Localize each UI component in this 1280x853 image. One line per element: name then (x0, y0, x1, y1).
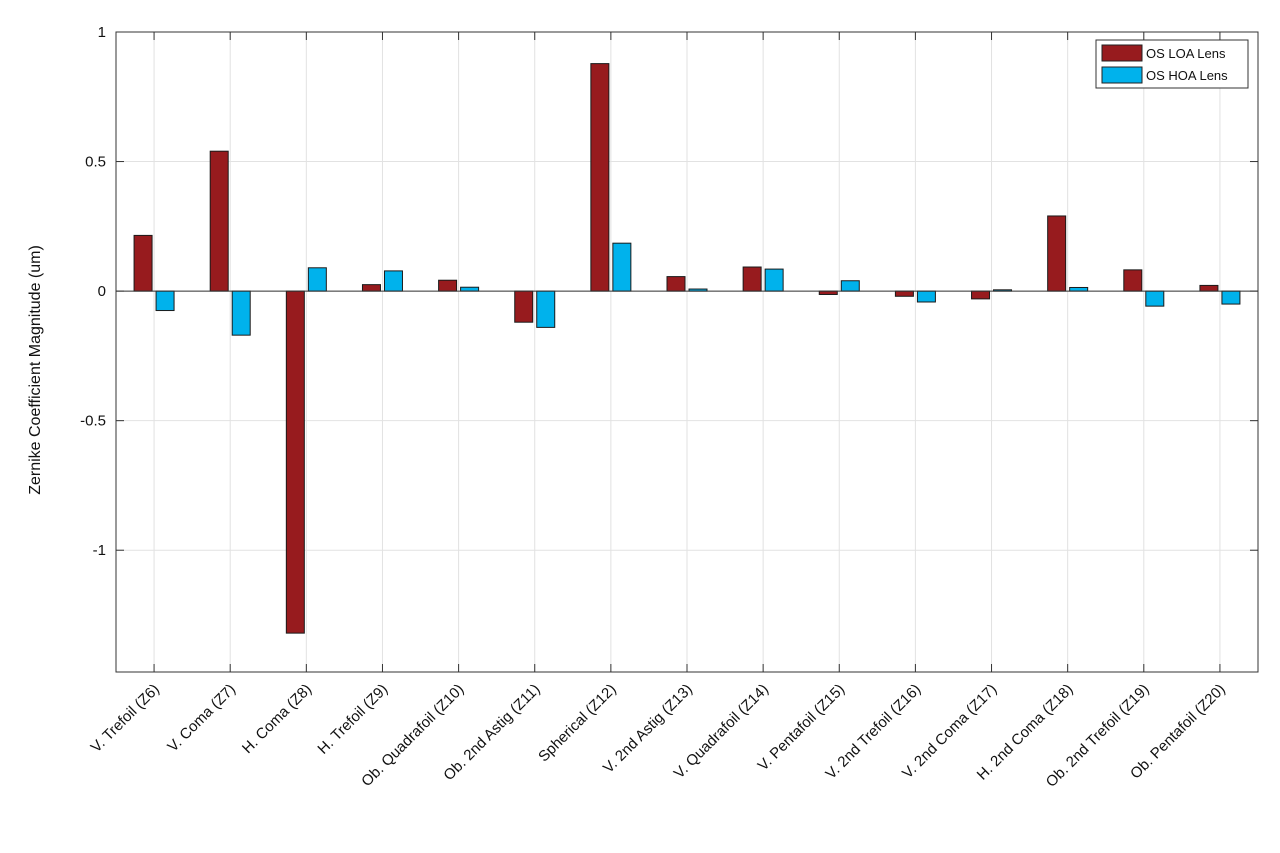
y-tick-label: -0.5 (80, 413, 106, 430)
bar-os-loa-lens (514, 290, 534, 323)
y-tick-label: -1 (93, 542, 106, 559)
bar-os-loa-lens (894, 290, 914, 297)
bar-os-loa-lens (285, 290, 305, 634)
bar-os-hoa-lens (764, 268, 784, 292)
bar-os-loa-lens (590, 63, 610, 292)
bar-os-loa-lens (361, 284, 381, 292)
y-tick-label: 1 (98, 24, 106, 41)
x-tick-label: Spherical (Z12) (535, 681, 620, 766)
bar-os-loa-lens (742, 266, 762, 292)
y-tick-label: 0 (98, 283, 106, 300)
bar-os-hoa-lens (612, 242, 632, 292)
bar-os-loa-lens (818, 290, 838, 295)
bar-os-hoa-lens (1221, 290, 1241, 305)
bar-os-hoa-lens (916, 290, 936, 303)
bar-os-loa-lens (666, 276, 686, 292)
y-axis-ticks: 1 0.5 0 -0.5 -1 (80, 24, 1258, 559)
legend-label-os-hoa-lens: OS HOA Lens (1146, 68, 1228, 83)
bar-os-hoa-lens (1145, 290, 1165, 307)
grid-lines (116, 31, 1258, 672)
bar-os-loa-lens (133, 234, 153, 292)
bar-os-loa-lens (438, 279, 458, 292)
legend-swatch-os-hoa-lens (1101, 66, 1143, 84)
bar-os-loa-lens (209, 150, 229, 292)
bar-os-hoa-lens (840, 280, 860, 292)
x-axis-ticks: V. Trefoil (Z6) V. Coma (Z7) H. Coma (Z8) H… (88, 32, 1229, 791)
bar-os-hoa-lens (383, 270, 403, 292)
x-tick-label: H. Trefoil (Z9) (314, 681, 391, 758)
x-tick-label: V. Trefoil (Z6) (88, 681, 163, 756)
y-tick-label: 0.5 (85, 154, 106, 171)
bar-os-hoa-lens (460, 286, 480, 292)
x-tick-label: H. Coma (Z8) (239, 681, 315, 757)
bar-os-hoa-lens (231, 290, 251, 336)
bar-os-hoa-lens (155, 290, 175, 312)
y-axis-label: Zernike Coefficient Magnitude (um) (27, 245, 44, 495)
bar-os-hoa-lens (307, 267, 327, 292)
bar-os-loa-lens (1199, 284, 1219, 292)
x-tick-label: V. Coma (Z7) (164, 681, 239, 756)
legend-label-os-loa-lens: OS LOA Lens (1146, 46, 1226, 61)
bar-os-hoa-lens (536, 290, 556, 328)
bar-os-loa-lens (1047, 215, 1067, 292)
bar-os-loa-lens (1123, 269, 1143, 292)
bar-os-loa-lens (971, 290, 991, 300)
legend: OS LOA Lens OS HOA Lens (1095, 39, 1249, 89)
bar-os-hoa-lens (1069, 286, 1089, 292)
legend-swatch-os-loa-lens (1101, 44, 1143, 62)
